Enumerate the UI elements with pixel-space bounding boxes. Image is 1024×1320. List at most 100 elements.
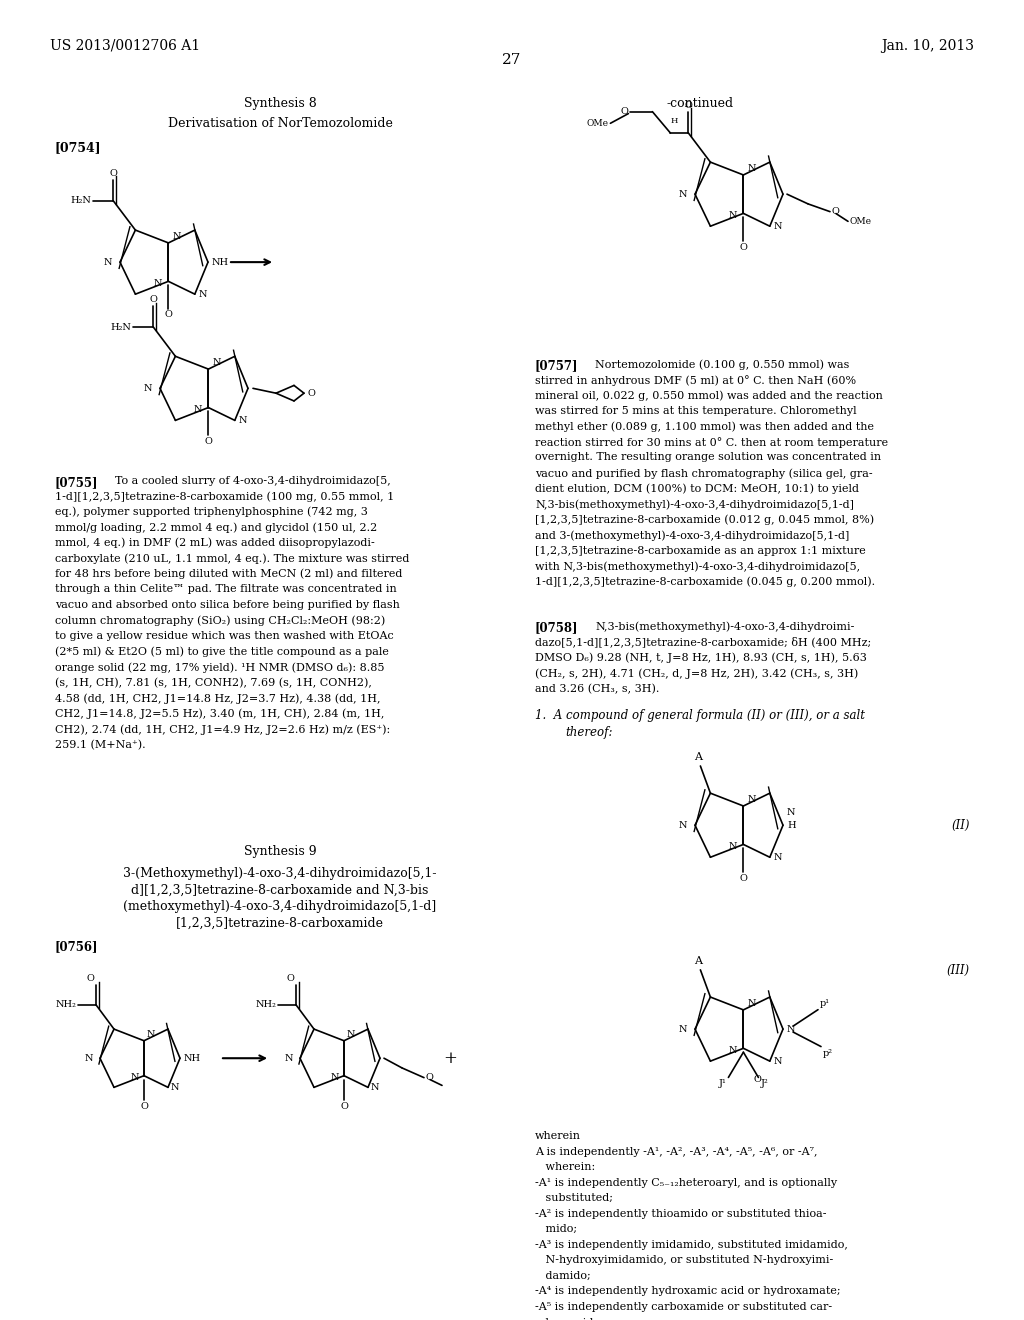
Text: [0756]: [0756] — [55, 940, 98, 953]
Text: H: H — [787, 821, 796, 830]
Text: p¹: p¹ — [820, 999, 830, 1007]
Text: To a cooled slurry of 4-oxo-3,4-dihydroimidazo[5,: To a cooled slurry of 4-oxo-3,4-dihydroi… — [115, 475, 391, 486]
Text: N: N — [239, 416, 248, 425]
Text: -A¹ is independently C₅₋₁₂heteroaryl, and is optionally: -A¹ is independently C₅₋₁₂heteroaryl, an… — [535, 1177, 838, 1188]
Text: O: O — [621, 107, 629, 116]
Text: 1-d][1,2,3,5]tetrazine-8-carboxamide (0.045 g, 0.200 mmol).: 1-d][1,2,3,5]tetrazine-8-carboxamide (0.… — [535, 577, 876, 587]
Text: to give a yellow residue which was then washed with EtOAc: to give a yellow residue which was then … — [55, 631, 394, 642]
Text: N: N — [774, 222, 782, 231]
Text: DMSO D₆) 9.28 (NH, t, J=8 Hz, 1H), 8.93 (CH, s, 1H), 5.63: DMSO D₆) 9.28 (NH, t, J=8 Hz, 1H), 8.93 … — [535, 652, 867, 663]
Text: H₂N: H₂N — [71, 197, 91, 206]
Text: J¹: J¹ — [719, 1080, 726, 1089]
Text: [0758]: [0758] — [535, 622, 579, 635]
Text: column chromatography (SiO₂) using CH₂Cl₂:MeOH (98:2): column chromatography (SiO₂) using CH₂Cl… — [55, 615, 385, 626]
Text: -A³ is independently imidamido, substituted imidamido,: -A³ is independently imidamido, substitu… — [535, 1239, 848, 1250]
Text: with N,3-bis(methoxymethyl)-4-oxo-3,4-dihydroimidazo[5,: with N,3-bis(methoxymethyl)-4-oxo-3,4-di… — [535, 561, 860, 572]
Text: reaction stirred for 30 mins at 0° C. then at room temperature: reaction stirred for 30 mins at 0° C. th… — [535, 437, 888, 447]
Text: A: A — [694, 752, 702, 762]
Text: (2*5 ml) & Et2O (5 ml) to give the title compound as a pale: (2*5 ml) & Et2O (5 ml) to give the title… — [55, 647, 389, 657]
Text: [1,2,3,5]tetrazine-8-carboxamide: [1,2,3,5]tetrazine-8-carboxamide — [176, 916, 384, 929]
Text: N: N — [331, 1073, 339, 1082]
Text: 259.1 (M+Na⁺).: 259.1 (M+Na⁺). — [55, 739, 145, 750]
Text: [0755]: [0755] — [55, 475, 98, 488]
Text: was stirred for 5 mins at this temperature. Chloromethyl: was stirred for 5 mins at this temperatu… — [535, 405, 857, 416]
Text: 4.58 (dd, 1H, CH2, J1=14.8 Hz, J2=3.7 Hz), 4.38 (dd, 1H,: 4.58 (dd, 1H, CH2, J1=14.8 Hz, J2=3.7 Hz… — [55, 693, 381, 704]
Text: wherein: wherein — [535, 1131, 581, 1140]
Text: N: N — [371, 1082, 380, 1092]
Text: [0757]: [0757] — [535, 359, 579, 372]
Text: O: O — [165, 310, 172, 319]
Text: H₂N: H₂N — [111, 322, 131, 331]
Text: NH₂: NH₂ — [55, 1001, 76, 1010]
Text: (s, 1H, CH), 7.81 (s, 1H, CONH2), 7.69 (s, 1H, CONH2),: (s, 1H, CH), 7.81 (s, 1H, CONH2), 7.69 (… — [55, 677, 372, 688]
Text: A is independently -A¹, -A², -A³, -A⁴, -A⁵, -A⁶, or -A⁷,: A is independently -A¹, -A², -A³, -A⁴, -… — [535, 1147, 817, 1156]
Text: NH₂: NH₂ — [255, 1001, 276, 1010]
Text: O: O — [150, 294, 158, 304]
Text: damido;: damido; — [535, 1271, 591, 1280]
Text: N: N — [774, 853, 782, 862]
Text: N: N — [748, 795, 756, 804]
Text: O: O — [754, 1076, 761, 1085]
Text: N: N — [130, 1073, 139, 1082]
Text: [0754]: [0754] — [55, 141, 101, 153]
Text: dazo[5,1-d][1,2,3,5]tetrazine-8-carboxamide; δH (400 MHz;: dazo[5,1-d][1,2,3,5]tetrazine-8-carboxam… — [535, 636, 871, 648]
Text: N: N — [748, 999, 756, 1008]
Text: mineral oil, 0.022 g, 0.550 mmol) was added and the reaction: mineral oil, 0.022 g, 0.550 mmol) was ad… — [535, 391, 883, 401]
Text: N: N — [85, 1053, 93, 1063]
Text: N,3-bis(methoxymethyl)-4-oxo-3,4-dihydroimidazo[5,1-d]: N,3-bis(methoxymethyl)-4-oxo-3,4-dihydro… — [535, 499, 854, 510]
Text: eq.), polymer supported triphenylphosphine (742 mg, 3: eq.), polymer supported triphenylphosphi… — [55, 507, 368, 517]
Text: N: N — [729, 1045, 737, 1055]
Text: p²: p² — [823, 1048, 833, 1057]
Text: stirred in anhydrous DMF (5 ml) at 0° C. then NaH (60%: stirred in anhydrous DMF (5 ml) at 0° C.… — [535, 375, 856, 385]
Text: N: N — [729, 842, 737, 851]
Text: -A⁴ is independently hydroxamic acid or hydroxamate;: -A⁴ is independently hydroxamic acid or … — [535, 1287, 841, 1296]
Text: N: N — [679, 1024, 687, 1034]
Text: N: N — [147, 1030, 156, 1039]
Text: OMe: OMe — [850, 216, 872, 226]
Text: N: N — [171, 1082, 179, 1092]
Text: -A⁵ is independently carboxamide or substituted car-: -A⁵ is independently carboxamide or subs… — [535, 1302, 833, 1312]
Text: (CH₂, s, 2H), 4.71 (CH₂, d, J=8 Hz, 2H), 3.42 (CH₃, s, 3H): (CH₂, s, 2H), 4.71 (CH₂, d, J=8 Hz, 2H),… — [535, 668, 858, 678]
Text: J²: J² — [761, 1080, 768, 1089]
Text: through a thin Celite™ pad. The filtrate was concentrated in: through a thin Celite™ pad. The filtrate… — [55, 585, 396, 594]
Text: N: N — [143, 384, 152, 393]
Text: Nortemozolomide (0.100 g, 0.550 mmol) was: Nortemozolomide (0.100 g, 0.550 mmol) wa… — [595, 359, 849, 370]
Text: N: N — [154, 279, 163, 288]
Text: N: N — [774, 1056, 782, 1065]
Text: [1,2,3,5]tetrazine-8-carboxamide as an approx 1:1 mixture: [1,2,3,5]tetrazine-8-carboxamide as an a… — [535, 545, 865, 556]
Text: O: O — [308, 388, 315, 397]
Text: O: O — [110, 169, 118, 178]
Text: Derivatisation of NorTemozolomide: Derivatisation of NorTemozolomide — [168, 116, 392, 129]
Text: N: N — [729, 211, 737, 220]
Text: -A² is independently thioamido or substituted thioa-: -A² is independently thioamido or substi… — [535, 1209, 826, 1218]
Text: Synthesis 8: Synthesis 8 — [244, 98, 316, 110]
Text: N: N — [787, 1024, 796, 1034]
Text: 1.  A compound of general formula (II) or (III), or a salt: 1. A compound of general formula (II) or… — [535, 709, 865, 722]
Text: N: N — [748, 164, 756, 173]
Text: N: N — [103, 257, 112, 267]
Text: boxamide;: boxamide; — [535, 1317, 603, 1320]
Text: O: O — [140, 1102, 147, 1111]
Text: 27: 27 — [503, 53, 521, 67]
Text: +: + — [443, 1049, 457, 1067]
Text: N: N — [347, 1030, 355, 1039]
Text: and 3.26 (CH₃, s, 3H).: and 3.26 (CH₃, s, 3H). — [535, 684, 659, 694]
Text: O: O — [739, 243, 748, 252]
Text: H: H — [671, 117, 678, 125]
Text: 1-d][1,2,3,5]tetrazine-8-carboxamide (100 mg, 0.55 mmol, 1: 1-d][1,2,3,5]tetrazine-8-carboxamide (10… — [55, 491, 394, 502]
Text: (II): (II) — [951, 818, 970, 832]
Text: OMe: OMe — [587, 119, 608, 128]
Text: N: N — [172, 232, 181, 242]
Text: CH2), 2.74 (dd, 1H, CH2, J1=4.9 Hz, J2=2.6 Hz) m/z (ES⁺):: CH2), 2.74 (dd, 1H, CH2, J1=4.9 Hz, J2=2… — [55, 725, 390, 735]
Text: NH: NH — [212, 257, 229, 267]
Text: US 2013/0012706 A1: US 2013/0012706 A1 — [50, 38, 200, 53]
Text: wherein:: wherein: — [535, 1162, 595, 1172]
Text: NH: NH — [184, 1053, 201, 1063]
Text: dient elution, DCM (100%) to DCM: MeOH, 10:1) to yield: dient elution, DCM (100%) to DCM: MeOH, … — [535, 483, 859, 494]
Text: mido;: mido; — [535, 1224, 578, 1234]
Text: O: O — [684, 100, 692, 110]
Text: N: N — [199, 289, 207, 298]
Text: d][1,2,3,5]tetrazine-8-carboxamide and N,3-bis: d][1,2,3,5]tetrazine-8-carboxamide and N… — [131, 883, 429, 896]
Text: and 3-(methoxymethyl)-4-oxo-3,4-dihydroimidazo[5,1-d]: and 3-(methoxymethyl)-4-oxo-3,4-dihydroi… — [535, 531, 849, 541]
Text: O: O — [340, 1102, 348, 1111]
